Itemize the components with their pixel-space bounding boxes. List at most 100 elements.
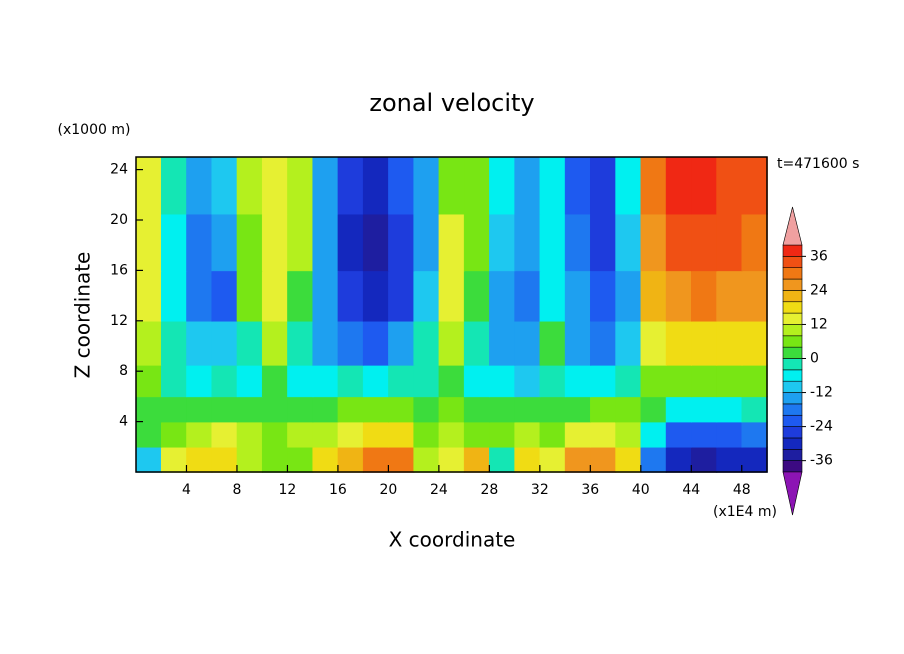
- contour-cell: [514, 270, 541, 322]
- contour-cell: [362, 156, 390, 215]
- contour-cell: [590, 320, 617, 366]
- colorbar-box: [782, 346, 803, 359]
- contour-cell: [665, 364, 693, 398]
- contour-cell: [691, 320, 718, 366]
- contour-cell: [337, 364, 364, 398]
- colorbar-box: [782, 244, 803, 257]
- x-tick-label: 24: [430, 482, 448, 498]
- contour-cell: [388, 320, 415, 366]
- colorbar-tick-label: -36: [810, 453, 833, 469]
- y-tick-label: 16: [110, 262, 128, 278]
- contour-cell: [413, 396, 440, 423]
- contour-cell: [716, 270, 743, 322]
- contour-cell: [564, 364, 592, 398]
- contour-cell: [615, 156, 642, 215]
- contour-cell: [337, 320, 364, 366]
- contour-cell: [362, 213, 390, 272]
- colorbar-box: [782, 278, 803, 291]
- contour-cell: [337, 156, 364, 215]
- colorbar-box: [782, 414, 803, 427]
- contour-cell: [362, 396, 390, 423]
- contour-cell: [186, 156, 213, 215]
- contour-cell: [691, 156, 718, 215]
- contour-cell: [564, 396, 592, 423]
- contour-cell: [312, 446, 339, 473]
- contour-cell: [590, 446, 617, 473]
- contour-cell: [640, 213, 667, 272]
- contour-cell: [135, 156, 162, 215]
- contour-cell: [438, 396, 465, 423]
- y-axis-label: Z coordinate: [71, 252, 95, 379]
- contour-cell: [413, 421, 440, 448]
- contour-cell: [186, 270, 213, 322]
- contour-cell: [665, 446, 693, 473]
- contour-cell: [615, 421, 642, 448]
- contour-cell: [665, 270, 693, 322]
- y-tick-label: 8: [119, 363, 128, 379]
- contour-cell: [160, 396, 188, 423]
- contour-cell: [514, 421, 541, 448]
- colorbar-box: [782, 358, 803, 371]
- colorbar-box: [782, 448, 803, 461]
- contour-cell: [539, 320, 566, 366]
- contour-cell: [135, 364, 162, 398]
- contour-cell: [564, 320, 592, 366]
- chart-title: zonal velocity: [369, 89, 534, 117]
- contour-cell: [590, 396, 617, 423]
- contour-cell: [665, 396, 693, 423]
- contour-cell: [438, 213, 465, 272]
- contour-cell: [716, 213, 743, 272]
- colorbar-tick-label: 24: [810, 282, 828, 298]
- contour-cell: [287, 421, 314, 448]
- contour-cell: [665, 156, 693, 215]
- contour-cell: [463, 446, 491, 473]
- contour-cell: [741, 270, 768, 322]
- contour-cell: [186, 364, 213, 398]
- contour-cell: [362, 446, 390, 473]
- contour-cell: [463, 421, 491, 448]
- colorbar-box: [782, 392, 803, 405]
- contour-cell: [261, 446, 289, 473]
- colorbar-box: [782, 324, 803, 337]
- x-tick-label: 16: [329, 482, 347, 498]
- contour-cell: [261, 270, 289, 322]
- contour-cell: [186, 421, 213, 448]
- colorbar-box: [782, 437, 803, 450]
- colorbar-box: [782, 312, 803, 325]
- contour-cell: [236, 396, 263, 423]
- contour-cell: [590, 270, 617, 322]
- contour-cell: [337, 213, 364, 272]
- contour-cell: [135, 213, 162, 272]
- x-tick-label: 20: [379, 482, 397, 498]
- contour-cell: [135, 421, 162, 448]
- contour-cell: [463, 156, 491, 215]
- contour-cell: [186, 320, 213, 366]
- contour-cell: [413, 446, 440, 473]
- contour-cell: [741, 320, 768, 366]
- contour-cell: [337, 446, 364, 473]
- contour-cell: [691, 446, 718, 473]
- contour-cell: [413, 156, 440, 215]
- contour-cell: [312, 270, 339, 322]
- contour-cell: [741, 396, 768, 423]
- time-label: t=471600 s: [777, 156, 859, 172]
- colorbar-tick-label: 0: [810, 351, 819, 367]
- contour-cell: [615, 213, 642, 272]
- contour-cell: [211, 364, 238, 398]
- contour-cell: [438, 320, 465, 366]
- contour-cell: [211, 421, 238, 448]
- contour-cell: [211, 213, 238, 272]
- contour-cell: [388, 156, 415, 215]
- contour-cell: [564, 421, 592, 448]
- contour-cell: [489, 213, 516, 272]
- contour-cell: [514, 446, 541, 473]
- contour-cell: [388, 213, 415, 272]
- colorbar-box: [782, 335, 803, 348]
- x-tick-label: 36: [581, 482, 599, 498]
- x-axis-label: X coordinate: [389, 528, 516, 552]
- contour-cell: [489, 396, 516, 423]
- colorbar-box: [782, 369, 803, 382]
- contour-cell: [489, 270, 516, 322]
- contour-cell: [489, 364, 516, 398]
- contour-cell: [691, 396, 718, 423]
